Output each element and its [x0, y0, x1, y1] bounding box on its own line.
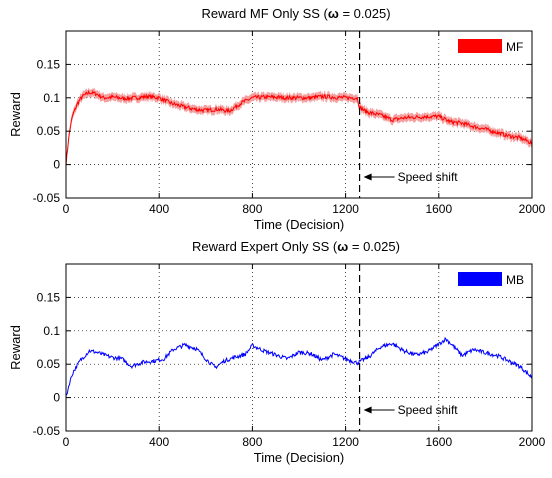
x-tick-label: 400: [149, 202, 169, 216]
y-tick-label: 0.05: [37, 124, 61, 138]
x-tick-label: 1600: [425, 202, 452, 216]
x-tick-label: 800: [242, 202, 262, 216]
chart-title: Reward Expert Only SS (ω = 0.025): [192, 239, 400, 254]
x-tick-label: 1600: [425, 435, 452, 449]
y-tick-label: -0.05: [33, 424, 61, 438]
legend-label-mf: MF: [506, 40, 523, 54]
chart-title-symbol: ω: [337, 239, 348, 254]
legend-swatch-mb: [458, 272, 502, 286]
chart-title-suffix: = 0.025): [348, 239, 400, 254]
annotation-text: Speed shift: [398, 170, 459, 184]
chart-title: Reward MF Only SS (ω = 0.025): [201, 6, 390, 21]
y-tick-label: 0: [53, 391, 60, 405]
y-tick-label: 0: [53, 158, 60, 172]
chart-title-prefix: Reward MF Only SS (: [201, 6, 328, 21]
plot-area: [65, 336, 533, 396]
annotation-arrow-head: [363, 406, 372, 414]
y-tick-label: 0.15: [37, 290, 61, 304]
x-tick-label: 1200: [332, 435, 359, 449]
series-line-mf: [65, 89, 533, 167]
grid: [66, 264, 532, 431]
x-tick-label: 0: [63, 202, 70, 216]
y-tick-label: 0.1: [43, 324, 60, 338]
panel-2: Reward Expert Only SS (ω = 0.025) 0 400 80…: [8, 239, 546, 465]
axes-box: [65, 30, 533, 199]
series-line-mb: [65, 336, 533, 396]
annotation-arrow-head: [363, 173, 372, 181]
series-band-mf: [66, 87, 532, 171]
legend-label-mb: MB: [506, 273, 524, 287]
chart-title-prefix: Reward Expert Only SS (: [192, 239, 338, 254]
y-axis-label: Reward: [8, 325, 23, 370]
x-tick-label: 0: [63, 435, 70, 449]
x-tick-label: 2000: [519, 435, 546, 449]
chart-title-symbol: ω: [328, 6, 339, 21]
y-axis-label: Reward: [8, 92, 23, 137]
y-tick-label: -0.05: [33, 191, 61, 205]
plot-area: [65, 87, 533, 171]
legend: MB: [454, 268, 528, 290]
annotation-text: Speed shift: [398, 403, 459, 417]
x-axis-label: Time (Decision): [254, 450, 345, 465]
x-tick-label: 400: [149, 435, 169, 449]
chart-title-suffix: = 0.025): [339, 6, 391, 21]
legend: MF: [454, 35, 528, 57]
y-tick-label: 0.1: [43, 91, 60, 105]
y-tick-label: 0.05: [37, 357, 61, 371]
x-tick-label: 800: [242, 435, 262, 449]
y-tick-label: 0.15: [37, 57, 61, 71]
annotation: Speed shift: [363, 403, 459, 417]
panel-1: Reward MF Only SS (ω = 0.025) 0 400 800 120…: [8, 6, 546, 232]
x-tick-label: 1200: [332, 202, 359, 216]
axes-box: [65, 263, 533, 432]
x-tick-label: 2000: [519, 202, 546, 216]
x-axis-label: Time (Decision): [254, 217, 345, 232]
annotation: Speed shift: [363, 170, 459, 184]
legend-swatch-mf: [458, 39, 502, 53]
